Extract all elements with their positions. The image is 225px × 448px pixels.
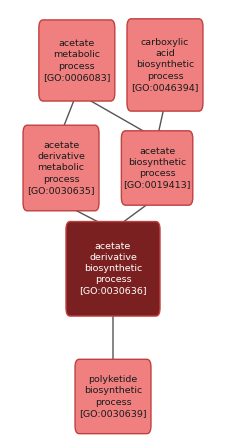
Text: acetate
metabolic
process
[GO:0006083]: acetate metabolic process [GO:0006083] [43, 39, 110, 82]
FancyBboxPatch shape [75, 359, 150, 434]
FancyBboxPatch shape [39, 20, 114, 101]
FancyBboxPatch shape [23, 125, 99, 211]
Text: acetate
derivative
metabolic
process
[GO:0030635]: acetate derivative metabolic process [GO… [27, 141, 94, 195]
FancyBboxPatch shape [121, 131, 192, 205]
Text: acetate
biosynthetic
process
[GO:0019413]: acetate biosynthetic process [GO:0019413… [123, 147, 190, 189]
FancyBboxPatch shape [126, 19, 202, 111]
Text: polyketide
biosynthetic
process
[GO:0030639]: polyketide biosynthetic process [GO:0030… [79, 375, 146, 418]
Text: carboxylic
acid
biosynthetic
process
[GO:0046394]: carboxylic acid biosynthetic process [GO… [131, 38, 198, 92]
Text: acetate
derivative
biosynthetic
process
[GO:0030636]: acetate derivative biosynthetic process … [79, 242, 146, 296]
FancyBboxPatch shape [66, 222, 159, 316]
